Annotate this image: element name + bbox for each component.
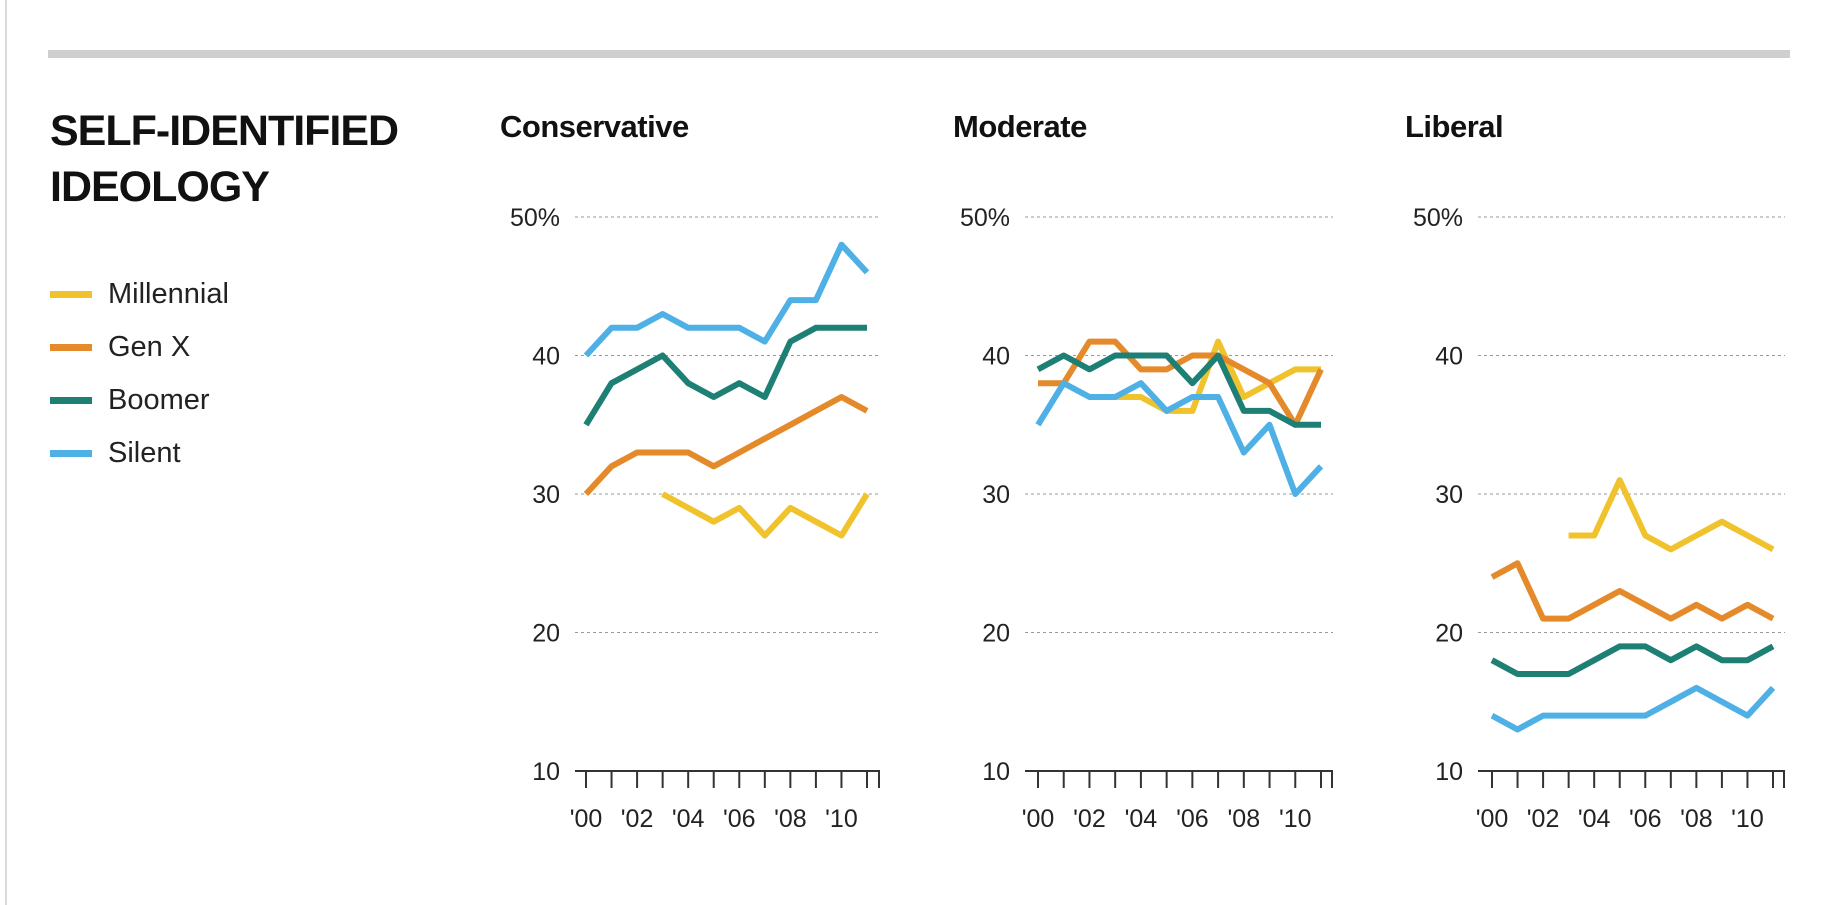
x-tick-label: '08	[774, 805, 807, 833]
x-tick-label: '00	[1022, 805, 1055, 833]
legend-item-millennial: Millennial	[50, 268, 229, 321]
x-tick-label: '06	[1176, 805, 1209, 833]
legend-swatch-boomer	[50, 397, 92, 404]
legend-swatch-gen-x	[50, 344, 92, 351]
legend-item-boomer: Boomer	[50, 374, 229, 427]
series-line-gen-x	[1038, 338, 1324, 428]
legend-label: Boomer	[108, 384, 210, 416]
series-line-boomer	[1490, 643, 1775, 677]
series-line-boomer	[583, 324, 867, 427]
legend: Millennial Gen X Boomer Silent	[50, 268, 229, 480]
x-tick-label: '04	[1125, 805, 1158, 833]
x-tick-label: '10	[1279, 805, 1312, 833]
y-tick-label: 20	[1435, 620, 1463, 648]
x-tick-label: '08	[1228, 805, 1261, 833]
series-line-gen-x	[583, 394, 869, 497]
y-tick-label: 30	[1435, 481, 1463, 509]
y-tick-label: 10	[982, 758, 1010, 786]
y-tick-label: 40	[982, 343, 1010, 371]
panel-liberal: Liberal 50% 40 30 20 10 '00 '02 '04 '06 '08 '10	[1405, 109, 1785, 833]
series-line-millennial	[1115, 338, 1321, 414]
title-line-2: IDEOLOGY	[50, 163, 270, 211]
series-line-boomer	[1036, 352, 1321, 428]
panel-moderate: Moderate 50% 40 30 20 10 '00 '02 '04 '06 '08 '10	[953, 109, 1333, 833]
series-line-gen-x	[1490, 560, 1775, 622]
y-tick-label: 30	[982, 481, 1010, 509]
y-tick-label: 20	[532, 620, 560, 648]
x-tick-label: '10	[1731, 805, 1764, 833]
y-tick-label: 40	[1435, 343, 1463, 371]
x-tick-label: '10	[825, 805, 858, 833]
title-line-1: SELF-IDENTIFIED	[50, 107, 399, 155]
panel-title: Liberal	[1405, 109, 1503, 144]
x-tick-label: '02	[1073, 805, 1106, 833]
x-tick-label: '06	[723, 805, 756, 833]
legend-item-gen-x: Gen X	[50, 321, 229, 374]
y-tick-label: 10	[1435, 758, 1463, 786]
series-line-millennial	[1568, 477, 1775, 553]
page-title: SELF-IDENTIFIED IDEOLOGY	[50, 103, 450, 215]
legend-label: Gen X	[108, 331, 191, 363]
x-tick-label: '04	[672, 805, 705, 833]
panel-conservative: Conservative 50% 40 30 20 10 '00 '02 '04 '06 '08 '1…	[500, 109, 880, 833]
x-tick-label: '02	[621, 805, 654, 833]
series-line-millennial	[661, 491, 870, 539]
legend-label: Millennial	[108, 278, 229, 310]
x-tick-label: '00	[570, 805, 603, 833]
series-line-silent	[1490, 684, 1776, 733]
y-tick-label: 20	[982, 620, 1010, 648]
panel-title: Moderate	[953, 109, 1087, 144]
series-line-silent	[583, 241, 870, 358]
x-tick-label: '06	[1629, 805, 1662, 833]
series-line-silent	[1035, 380, 1324, 497]
x-tick-label: '02	[1527, 805, 1560, 833]
x-tick-label: '08	[1680, 805, 1713, 833]
legend-item-silent: Silent	[50, 427, 229, 480]
panel-title: Conservative	[500, 109, 689, 144]
frame-left-border	[5, 0, 7, 905]
y-tick-label: 50%	[1413, 204, 1463, 232]
y-tick-label: 30	[532, 481, 560, 509]
y-tick-label: 10	[532, 758, 560, 786]
legend-swatch-millennial	[50, 291, 92, 298]
y-tick-label: 40	[532, 343, 560, 371]
x-tick-label: '00	[1476, 805, 1509, 833]
legend-label: Silent	[108, 437, 181, 469]
legend-swatch-silent	[50, 450, 92, 457]
top-rule	[48, 50, 1790, 58]
y-tick-label: 50%	[960, 204, 1010, 232]
x-tick-label: '04	[1578, 805, 1611, 833]
y-tick-label: 50%	[510, 204, 560, 232]
